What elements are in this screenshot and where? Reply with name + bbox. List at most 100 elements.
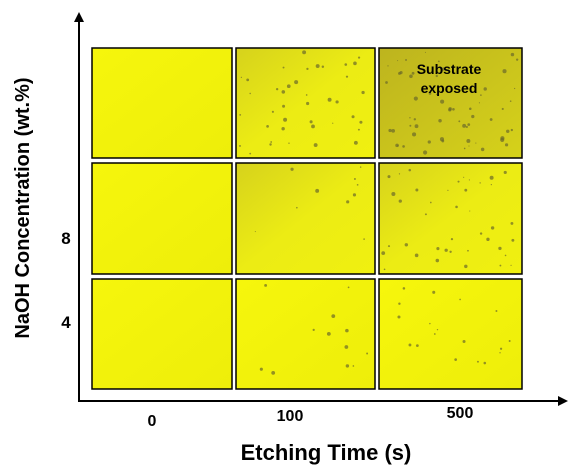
speck — [462, 123, 467, 128]
speck — [475, 142, 477, 144]
speck — [306, 101, 310, 106]
speck — [510, 128, 514, 132]
speck — [435, 74, 438, 78]
speck — [452, 107, 455, 111]
speck — [353, 177, 356, 180]
speck — [405, 59, 407, 61]
speck — [457, 180, 460, 183]
speck — [395, 143, 399, 148]
speck — [489, 175, 494, 180]
speck — [429, 201, 432, 204]
annotation: exposed — [421, 80, 478, 96]
speck — [479, 182, 481, 184]
speck — [490, 226, 495, 230]
speck — [412, 132, 417, 137]
speck — [281, 127, 285, 131]
speck — [309, 120, 313, 124]
speck — [283, 117, 288, 122]
speck — [296, 206, 298, 209]
speck — [408, 343, 412, 347]
speck — [345, 328, 349, 333]
speck — [422, 150, 428, 155]
micrograph — [91, 47, 233, 159]
speck — [347, 286, 350, 289]
speck — [433, 333, 436, 335]
speck — [414, 124, 419, 129]
speck — [352, 193, 357, 197]
speck — [270, 141, 273, 143]
y-tick-label: 8 — [61, 229, 70, 248]
micrograph — [378, 47, 523, 159]
speck — [239, 114, 242, 116]
speck — [476, 360, 479, 363]
speck — [290, 167, 294, 171]
speck — [249, 92, 251, 95]
speck — [454, 358, 457, 361]
speck — [306, 67, 309, 71]
speck — [506, 129, 510, 134]
speck — [411, 71, 415, 75]
speck — [259, 367, 263, 371]
speck — [459, 298, 461, 301]
speck — [510, 221, 514, 225]
speck — [315, 188, 320, 193]
speck — [468, 179, 470, 181]
speck — [449, 250, 452, 253]
micrograph — [235, 162, 376, 275]
speck — [429, 322, 431, 325]
micrograph — [378, 162, 523, 275]
speck — [357, 56, 361, 59]
speck — [305, 94, 308, 96]
speck — [511, 238, 515, 242]
speck — [483, 361, 487, 365]
x-tick-label: 100 — [277, 408, 304, 425]
speck — [264, 283, 268, 287]
speck — [479, 232, 483, 235]
speck — [500, 136, 505, 141]
speck — [357, 128, 360, 131]
speck — [428, 92, 432, 95]
speck — [352, 365, 355, 367]
micrograph — [378, 278, 523, 390]
speck — [516, 58, 519, 61]
speck — [510, 264, 512, 266]
speck — [353, 61, 357, 66]
speck — [282, 66, 285, 69]
speck — [414, 253, 419, 258]
speck — [361, 90, 365, 95]
speck — [413, 96, 418, 101]
x-tick-label: 0 — [148, 413, 157, 430]
speck — [441, 139, 445, 143]
speck — [437, 60, 440, 63]
speck — [440, 99, 445, 104]
speck — [398, 302, 401, 305]
speck — [424, 51, 426, 53]
speck — [294, 80, 299, 85]
speck — [409, 124, 412, 127]
speck — [441, 67, 445, 71]
speck — [504, 254, 507, 257]
speck — [288, 142, 290, 144]
speck — [415, 344, 419, 348]
speck — [499, 352, 501, 354]
speck — [467, 249, 469, 252]
speck — [501, 107, 504, 111]
speck — [269, 143, 272, 146]
speck — [480, 94, 482, 96]
speck — [510, 52, 515, 57]
speck — [391, 129, 395, 133]
speck — [398, 71, 401, 75]
speck — [345, 75, 349, 78]
speck — [351, 115, 355, 119]
speck — [478, 102, 480, 104]
speck — [464, 188, 468, 192]
speck — [466, 138, 471, 143]
speck — [246, 78, 250, 82]
speck — [402, 145, 405, 148]
speck — [356, 183, 359, 186]
speck — [444, 248, 448, 252]
speck — [499, 264, 502, 267]
annotation: Substrate — [417, 61, 482, 77]
speck — [514, 87, 516, 90]
speck — [385, 81, 388, 84]
